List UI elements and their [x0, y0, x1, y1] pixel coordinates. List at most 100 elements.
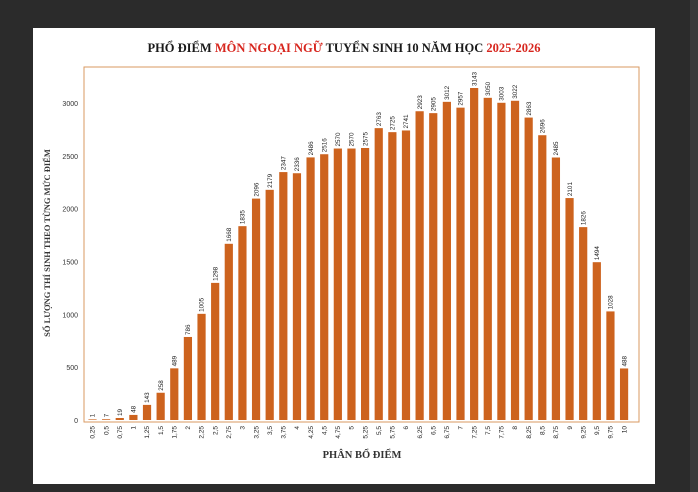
category-label: 6,75: [444, 426, 451, 439]
bar: [592, 262, 601, 420]
category-label: 5,5: [376, 426, 383, 435]
bar: [102, 419, 111, 420]
value-label: 3003: [499, 86, 506, 101]
bar: [292, 173, 302, 420]
category-label: 4: [294, 426, 301, 430]
category-label: 0,75: [117, 426, 124, 439]
value-label: 1298: [212, 266, 219, 281]
value-label: 786: [185, 324, 192, 335]
x-axis-label: PHÂN BỔ ĐIỂM: [323, 448, 402, 461]
bar: [374, 128, 383, 420]
value-label: 2096: [253, 182, 260, 197]
value-label: 2575: [362, 131, 369, 146]
value-label: 2763: [376, 112, 383, 127]
value-label: 1835: [240, 210, 247, 225]
bar: [565, 198, 574, 420]
y-tick-label: 500: [66, 365, 78, 372]
bar: [483, 97, 492, 421]
category-label: 9: [567, 426, 574, 430]
bar: [115, 417, 124, 420]
category-label: 1,5: [158, 426, 165, 435]
bar: [251, 198, 261, 420]
title-part-3: TUYỂN SINH 10 NĂM HỌC: [322, 41, 487, 55]
category-label: 8: [512, 426, 519, 430]
category-label: 6,5: [430, 426, 437, 435]
category-label: 1,75: [171, 426, 178, 439]
category-label: 7,25: [471, 426, 478, 439]
value-label: 2923: [417, 95, 424, 110]
bar: [538, 135, 547, 420]
bar: [170, 368, 179, 420]
category-label: 10: [621, 426, 628, 434]
category-label: 7: [458, 426, 465, 430]
bar: [524, 117, 533, 420]
title-part-4: 2025-2026: [486, 41, 541, 55]
value-label: 143: [144, 392, 151, 403]
value-label: 19: [117, 408, 124, 416]
category-label: 2,25: [199, 426, 206, 439]
category-label: 3,25: [253, 426, 260, 439]
category-label: 5,75: [390, 426, 397, 439]
value-label: 488: [621, 355, 628, 366]
bar: [320, 154, 329, 420]
category-label: 2,75: [226, 426, 233, 439]
value-label: 2957: [458, 91, 465, 106]
bar: [142, 404, 152, 420]
bar: [401, 130, 411, 421]
bar: [224, 243, 233, 420]
value-label: 2570: [335, 132, 342, 147]
value-label: 2863: [526, 101, 533, 116]
bar: [456, 107, 465, 421]
bar: [306, 157, 315, 420]
y-tick-label: 1500: [62, 260, 78, 267]
window-edge: [690, 0, 698, 492]
category-label: 3: [240, 426, 247, 430]
bar: [211, 282, 220, 420]
y-tick-label: 2500: [62, 154, 78, 161]
category-label: 6,25: [417, 426, 424, 439]
bar: [606, 311, 615, 420]
bar: [265, 189, 274, 420]
value-label: 2570: [349, 132, 356, 147]
plot-frame: [83, 66, 640, 423]
bar: [429, 113, 438, 420]
category-label: 3,75: [281, 426, 288, 439]
value-label: 2516: [321, 138, 328, 153]
category-label: 9,25: [580, 426, 587, 439]
category-label: 7,75: [499, 426, 506, 439]
category-label: 4,75: [335, 426, 342, 439]
bar: [183, 336, 193, 420]
value-label: 2725: [390, 116, 397, 131]
value-label: 1494: [594, 246, 601, 261]
category-label: 1: [131, 426, 138, 430]
bar: [497, 102, 506, 420]
bar: [619, 368, 629, 420]
value-label: 2905: [430, 97, 437, 112]
title-part-1: PHỔ ĐIỂM: [147, 41, 215, 55]
bar: [442, 101, 451, 420]
category-label: 2,5: [212, 426, 219, 435]
category-label: 2: [185, 426, 192, 430]
category-label: 4,25: [308, 426, 315, 439]
value-label: 1: [90, 413, 97, 417]
category-label: 4,5: [321, 426, 328, 435]
bar: [238, 226, 247, 420]
category-label: 8,5: [539, 426, 546, 435]
bar: [415, 111, 424, 420]
bar: [197, 313, 206, 420]
category-label: 9,5: [594, 426, 601, 435]
bar: [579, 227, 588, 420]
bar: [156, 392, 165, 420]
value-label: 2485: [553, 141, 560, 156]
category-label: 1,25: [144, 426, 151, 439]
value-label: 3012: [444, 85, 451, 100]
category-label: 6: [403, 426, 410, 430]
value-label: 2486: [308, 141, 315, 156]
value-label: 489: [171, 355, 178, 366]
y-tick-label: 2000: [62, 207, 78, 214]
y-tick-label: 1000: [62, 312, 78, 319]
category-label: 8,25: [526, 426, 533, 439]
y-tick-label: 3000: [62, 101, 78, 108]
bar: [361, 147, 370, 421]
bar: [470, 88, 479, 420]
